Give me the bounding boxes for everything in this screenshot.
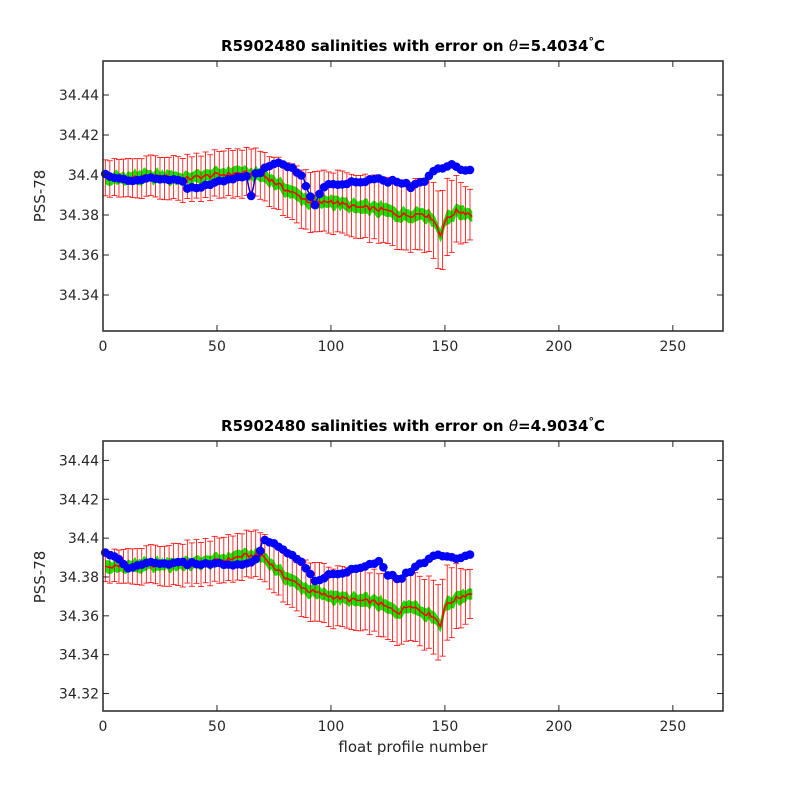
float-salinity-point	[178, 177, 188, 186]
x-tick-label: 150	[432, 339, 459, 355]
float-salinity-point	[246, 191, 256, 201]
y-tick-label: 34.36	[59, 248, 99, 264]
chart-panel-bottom: R5902480 salinities with error on θ=4.90…	[31, 415, 724, 756]
float-salinity-point	[306, 192, 315, 201]
float-salinity-point	[255, 546, 265, 556]
plot-area	[100, 147, 475, 270]
float-salinity-point	[251, 554, 261, 564]
float-salinity-point	[306, 569, 315, 579]
x-tick-label: 0	[99, 339, 108, 355]
y-tick-label: 34.42	[59, 492, 99, 508]
float-salinity-point	[397, 574, 406, 583]
float-salinity-point	[301, 181, 311, 191]
float-salinity-point	[242, 171, 251, 181]
float-salinity-point	[420, 177, 429, 186]
axis-ticks: 0 50 100 150 200 250 34.34 34.36 34.38 34.4 34.42 3…	[59, 61, 723, 355]
y-tick-label: 34.34	[59, 288, 99, 304]
plot-frame	[102, 60, 724, 332]
x-tick-label: 50	[208, 719, 226, 735]
y-tick-label: 34.4	[68, 531, 99, 547]
x-axis-label: float profile number	[338, 738, 488, 756]
float-salinity-point	[465, 550, 475, 559]
y-tick-label: 34.4	[68, 168, 99, 184]
y-tick-label: 34.42	[59, 128, 99, 144]
x-tick-label: 200	[546, 339, 573, 355]
chart-panel-top: R5902480 salinities with error on θ=5.40…	[31, 35, 724, 355]
y-tick-label: 34.38	[59, 208, 99, 224]
plot-area	[100, 529, 475, 661]
axis-ticks: 0 50 100 150 200 250 34.32 34.34 34.36 34.38 34.4 3…	[59, 441, 723, 735]
plot-frame	[102, 440, 724, 712]
float-salinity-point	[297, 171, 306, 180]
y-axis-label: PSS-78	[31, 551, 49, 604]
y-axis-label: PSS-78	[31, 170, 49, 223]
float-salinity-point	[297, 557, 306, 567]
chart-title: R5902480 salinities with error on θ=4.90…	[221, 415, 605, 435]
y-tick-label: 34.44	[59, 88, 99, 104]
float-salinity-point	[465, 165, 475, 175]
float-salinity-point	[374, 556, 384, 566]
x-tick-label: 200	[546, 719, 573, 735]
x-tick-label: 250	[659, 339, 686, 355]
x-tick-label: 100	[318, 339, 345, 355]
x-tick-label: 150	[432, 719, 459, 735]
float-salinity-point	[379, 563, 388, 572]
x-tick-label: 250	[659, 719, 686, 735]
y-tick-label: 34.32	[59, 687, 99, 703]
float-salinity-point	[315, 189, 324, 199]
y-tick-label: 34.36	[59, 609, 99, 625]
float-salinity-point	[310, 200, 320, 210]
y-tick-label: 34.34	[59, 648, 99, 664]
y-tick-label: 34.44	[59, 453, 99, 469]
x-tick-label: 0	[99, 719, 108, 735]
chart-title: R5902480 salinities with error on θ=5.40…	[221, 35, 605, 55]
x-tick-label: 50	[208, 339, 226, 355]
y-tick-label: 34.38	[59, 570, 99, 586]
x-tick-label: 100	[318, 719, 345, 735]
